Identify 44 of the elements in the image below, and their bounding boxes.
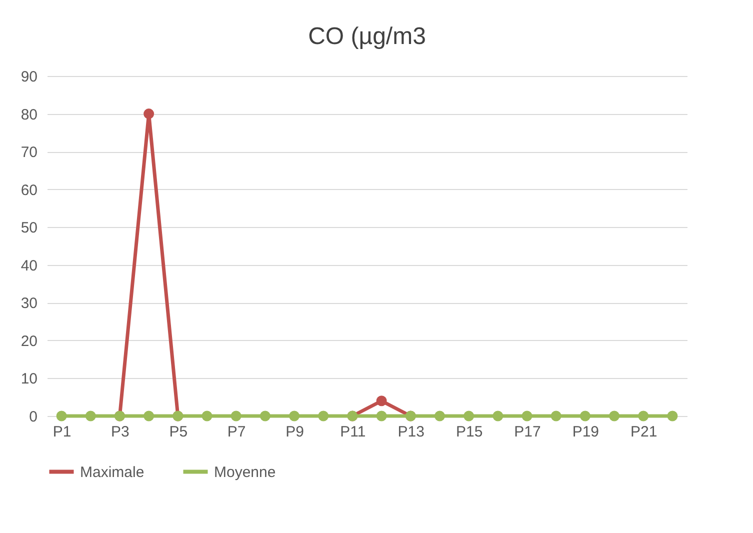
- x-tick-label: P15: [456, 424, 483, 440]
- x-tick-label: P1: [52, 424, 72, 440]
- point: [85, 410, 96, 422]
- point: [144, 410, 154, 422]
- point: [638, 410, 649, 422]
- point: [144, 108, 154, 120]
- y-tick-label: 60: [20, 182, 38, 199]
- point: [667, 410, 678, 422]
- y-tick-label: 40: [20, 257, 38, 274]
- point: [202, 410, 212, 422]
- y-tick-label: 0: [29, 408, 38, 426]
- point: [522, 410, 532, 422]
- x-tick-label: P13: [398, 424, 424, 440]
- x-tick-label: P3: [111, 424, 130, 440]
- y-tick-label: 30: [20, 295, 38, 312]
- point: [492, 410, 504, 422]
- point: [580, 410, 590, 422]
- x-tick-label: P9: [286, 424, 304, 440]
- y-tick-label: 70: [20, 144, 38, 162]
- point: [260, 410, 270, 422]
- x-tick-label: P7: [227, 424, 246, 440]
- chart-title: CO (µg/m3: [308, 23, 426, 50]
- y-tick-label: 50: [20, 220, 38, 237]
- x-tick-label: P19: [572, 424, 600, 440]
- x-tick-label: P17: [514, 424, 541, 440]
- point: [376, 396, 387, 406]
- point: [56, 410, 67, 422]
- point: [318, 410, 329, 422]
- point: [376, 410, 387, 422]
- point: [230, 410, 242, 422]
- point: [609, 410, 620, 422]
- y-tick-label: 80: [20, 106, 38, 124]
- x-tick-label: P21: [630, 424, 658, 440]
- point: [434, 410, 445, 422]
- point: [289, 410, 300, 422]
- point: [464, 410, 474, 422]
- legend-label: Moyenne: [214, 464, 276, 481]
- x-tick-label: P5: [169, 424, 188, 440]
- point: [550, 410, 562, 422]
- y-tick-label: 10: [20, 370, 38, 388]
- x-tick-label: P11: [340, 424, 366, 440]
- y-tick-label: 20: [20, 332, 38, 350]
- y-tick-label: 90: [20, 68, 38, 86]
- legend-label: Maximale: [80, 464, 144, 481]
